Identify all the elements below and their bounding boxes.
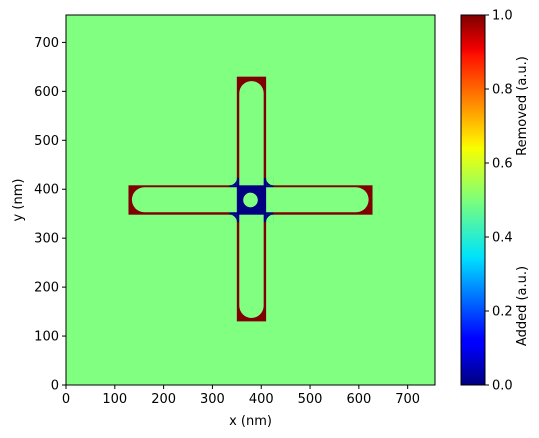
- y-axis-label: y (nm): [11, 179, 26, 222]
- unchanged-center-dot: [243, 192, 258, 208]
- unchanged-corner-fillet: [266, 177, 274, 186]
- colorbar-tick-label: 1.0: [492, 9, 513, 24]
- added-concave-corner: [229, 214, 237, 223]
- y-tick-label: 700: [34, 36, 59, 51]
- heatmap-plot-area: [66, 15, 435, 385]
- colorbar-tick-label: 0.0: [492, 379, 513, 394]
- x-tick-label: 600: [346, 392, 371, 407]
- y-tick-label: 600: [34, 85, 59, 100]
- plot-frame: [65, 14, 436, 386]
- colorbar-tick-label: 0.4: [492, 231, 513, 246]
- colorbar-label-added: Added (a.u.): [515, 266, 530, 346]
- colorbar-label-removed: Removed (a.u.): [515, 56, 530, 156]
- x-tick-label: 300: [200, 392, 225, 407]
- added-concave-corner: [266, 177, 274, 186]
- x-tick-label: 500: [298, 392, 323, 407]
- unchanged-corner-fillet: [229, 214, 237, 223]
- x-tick-label: 400: [249, 392, 274, 407]
- x-axis-label: x (nm): [229, 414, 272, 429]
- x-tick-label: 200: [151, 392, 176, 407]
- colorbar-axis: 0.0 0.2 0.4 0.6 0.8 1.0: [485, 9, 513, 394]
- x-tick-label: 700: [395, 392, 420, 407]
- unchanged-corner-fillet: [229, 177, 237, 186]
- unchanged-corner-fillet: [266, 214, 274, 223]
- x-axis: 0 100 200 300 400 500 600 700: [62, 385, 420, 407]
- y-tick-label: 300: [34, 232, 59, 247]
- x-tick-label: 0: [62, 392, 70, 407]
- colorbar-tick-label: 0.8: [492, 83, 513, 98]
- colorbar-tick-label: 0.6: [492, 157, 513, 172]
- y-tick-label: 500: [34, 134, 59, 149]
- colorbar-tick-label: 0.2: [492, 305, 513, 320]
- added-concave-corner: [266, 214, 274, 223]
- colorbar: [460, 14, 486, 386]
- y-axis: 0 100 200 300 400 500 600 700: [34, 36, 66, 394]
- added-concave-corner: [229, 177, 237, 186]
- y-tick-label: 400: [34, 183, 59, 198]
- y-tick-label: 200: [34, 281, 59, 296]
- y-tick-label: 100: [34, 330, 59, 345]
- x-tick-label: 100: [102, 392, 127, 407]
- y-tick-label: 0: [51, 379, 59, 394]
